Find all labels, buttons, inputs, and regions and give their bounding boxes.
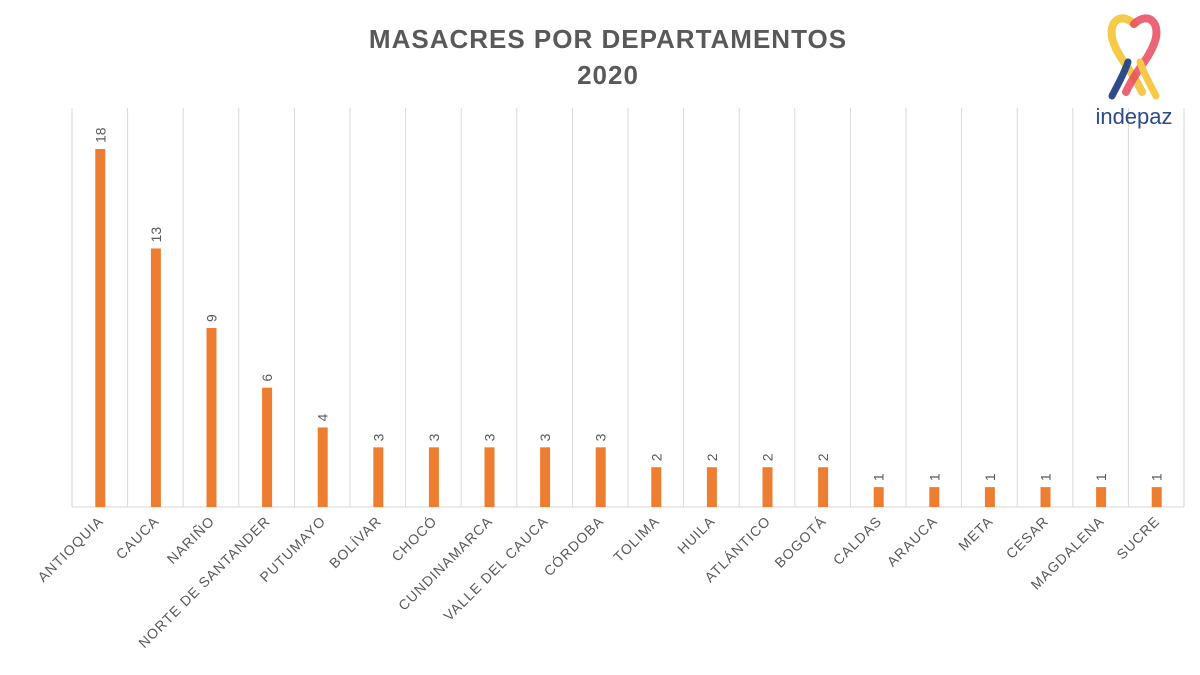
bar-4 bbox=[317, 427, 328, 507]
bar-7 bbox=[484, 447, 495, 507]
data-label-6: 3 bbox=[426, 433, 442, 441]
data-label-11: 2 bbox=[704, 453, 720, 461]
data-label-3: 6 bbox=[259, 374, 275, 382]
bar-1 bbox=[150, 248, 161, 507]
bar-18 bbox=[1096, 487, 1107, 507]
data-label-13: 2 bbox=[815, 453, 831, 461]
data-label-19: 1 bbox=[1149, 473, 1165, 481]
indepaz-logo: indepaz bbox=[1084, 12, 1184, 132]
data-label-18: 1 bbox=[1093, 473, 1109, 481]
bar-5 bbox=[373, 447, 384, 507]
bar-6 bbox=[428, 447, 439, 507]
tick-label-13: BOGOTÁ bbox=[771, 513, 829, 571]
data-label-1: 13 bbox=[148, 227, 164, 243]
data-label-5: 3 bbox=[370, 433, 386, 441]
tick-label-16: META bbox=[955, 513, 996, 554]
data-label-17: 1 bbox=[1038, 473, 1054, 481]
tick-label-7: CUNDINAMARCA bbox=[395, 513, 496, 614]
tick-label-11: HUILA bbox=[674, 513, 718, 557]
bar-10 bbox=[651, 467, 662, 507]
bar-12 bbox=[762, 467, 773, 507]
bar-8 bbox=[540, 447, 551, 507]
data-label-4: 4 bbox=[315, 413, 331, 421]
data-label-7: 3 bbox=[482, 433, 498, 441]
data-label-10: 2 bbox=[648, 453, 664, 461]
tick-label-0: ANTIOQUIA bbox=[34, 513, 106, 585]
data-label-8: 3 bbox=[537, 433, 553, 441]
bar-16 bbox=[984, 487, 995, 507]
tick-label-14: CALDAS bbox=[830, 513, 885, 568]
data-label-12: 2 bbox=[760, 453, 776, 461]
ribbon-icon bbox=[1107, 14, 1161, 100]
tick-label-2: NARIÑO bbox=[164, 513, 218, 567]
bar-0 bbox=[95, 149, 106, 507]
bar-19 bbox=[1151, 487, 1162, 507]
bar-2 bbox=[206, 328, 217, 507]
data-label-9: 3 bbox=[593, 433, 609, 441]
data-label-0: 18 bbox=[92, 127, 108, 143]
tick-label-9: CÓRDOBA bbox=[540, 513, 606, 579]
tick-label-5: BOLÍVAR bbox=[326, 513, 384, 571]
data-label-16: 1 bbox=[982, 473, 998, 481]
bar-14 bbox=[873, 487, 884, 507]
tick-label-15: ARAUCA bbox=[884, 513, 941, 570]
tick-label-10: TOLIMA bbox=[610, 513, 662, 565]
bar-17 bbox=[1040, 487, 1051, 507]
tick-label-1: CAUCA bbox=[113, 513, 163, 563]
bar-15 bbox=[929, 487, 940, 507]
bar-11 bbox=[706, 467, 717, 507]
data-label-14: 1 bbox=[871, 473, 887, 481]
data-label-15: 1 bbox=[926, 473, 942, 481]
tick-label-17: CESAR bbox=[1003, 513, 1052, 562]
bar-3 bbox=[262, 387, 273, 507]
tick-label-19: SUCRE bbox=[1113, 513, 1163, 563]
chart-title: MASACRES POR DEPARTAMENTOS bbox=[368, 24, 848, 54]
data-label-2: 9 bbox=[204, 314, 220, 322]
bar-13 bbox=[818, 467, 829, 507]
logo-text: indepaz bbox=[1095, 104, 1173, 129]
chart-subtitle: 2020 bbox=[577, 60, 639, 90]
bar-9 bbox=[595, 447, 606, 507]
tick-label-6: CHOCÓ bbox=[388, 513, 440, 565]
tick-label-8: VALLE DEL CAUCA bbox=[440, 513, 551, 624]
